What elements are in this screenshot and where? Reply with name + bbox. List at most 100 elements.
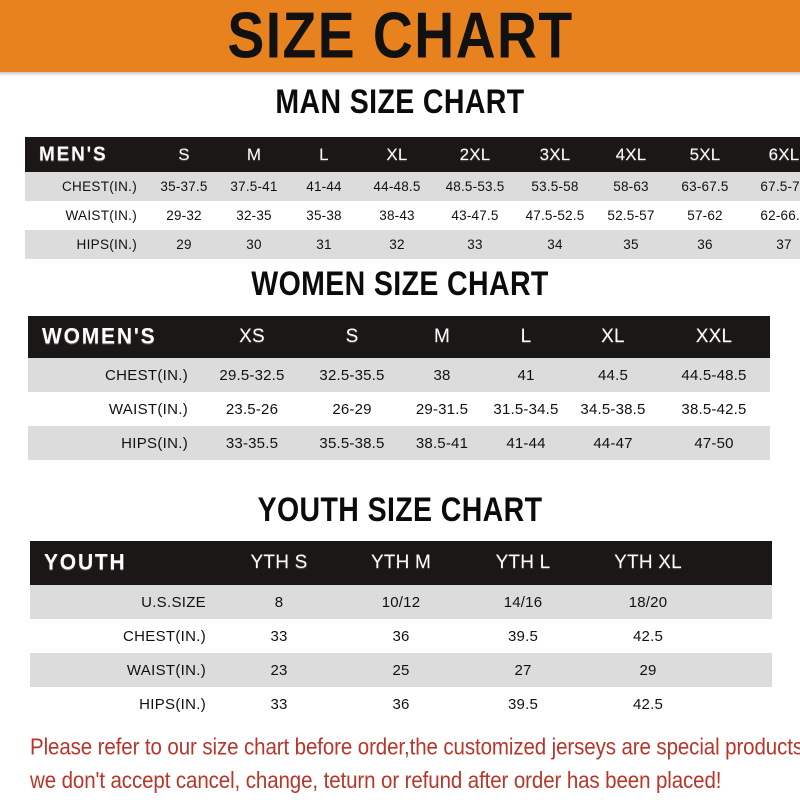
- table-row: HIPS(IN.) 33 36 39.5 42.5: [30, 687, 772, 721]
- women-size-table: WOMEN'S XS S M L XL XXL CHEST(IN.) 29.5-…: [28, 316, 770, 460]
- table-row: WAIST(IN.) 23.5-26 26-29 29-31.5 31.5-34…: [28, 392, 770, 426]
- men-header-size-l: L: [319, 144, 329, 164]
- men-table-header-row: MEN'S S M L XL 2XL 3XL 4XL 5XL 6XL: [25, 137, 800, 172]
- women-chest-l: 41: [517, 366, 535, 384]
- women-hips-m: 38.5-41: [415, 434, 469, 452]
- youth-ussize-spacer: [712, 585, 772, 619]
- men-hips-m: 30: [246, 237, 262, 252]
- men-hips-l: 31: [316, 237, 332, 252]
- men-header-size-4xl: 4XL: [615, 144, 647, 164]
- table-row: CHEST(IN.) 33 36 39.5 42.5: [30, 619, 772, 653]
- women-hips-s: 35.5-38.5: [319, 434, 385, 452]
- men-header-size-s: S: [178, 144, 190, 164]
- men-chest-s: 35-37.5: [160, 179, 208, 194]
- youth-waist-s: 23: [270, 661, 288, 679]
- page-title: SIZE CHART: [226, 0, 574, 72]
- men-hips-xl: 32: [389, 237, 405, 252]
- youth-hips-m: 36: [392, 695, 410, 713]
- youth-ussize-s: 8: [274, 593, 284, 611]
- women-chest-xl: 44.5: [598, 366, 628, 384]
- youth-hips-xl: 42.5: [633, 695, 663, 713]
- men-waist-s: 29-32: [166, 208, 202, 223]
- women-header-row-label: WOMEN'S: [42, 324, 157, 349]
- men-waist-6xl: 62-66.5: [760, 208, 800, 223]
- youth-waist-l: 27: [514, 661, 532, 679]
- table-row: WAIST(IN.) 29-32 32-35 35-38 38-43 43-47…: [25, 201, 800, 230]
- table-row: CHEST(IN.) 29.5-32.5 32.5-35.5 38 41 44.…: [28, 358, 770, 392]
- men-hips-2xl: 33: [467, 237, 483, 252]
- women-hips-label: HIPS(IN.): [121, 434, 188, 452]
- men-hips-6xl: 37: [776, 237, 792, 252]
- men-waist-4xl: 52.5-57: [607, 208, 655, 223]
- women-chest-xxl: 44.5-48.5: [681, 366, 747, 384]
- women-waist-label: WAIST(IN.): [108, 400, 188, 418]
- youth-header-row-label: YOUTH: [44, 550, 127, 575]
- women-waist-xl: 34.5-38.5: [580, 400, 646, 418]
- disclaimer-line-1: Please refer to our size chart before or…: [30, 734, 800, 761]
- youth-chest-label: CHEST(IN.): [123, 627, 206, 645]
- women-waist-xs: 23.5-26: [225, 400, 279, 418]
- men-waist-3xl: 47.5-52.5: [525, 208, 585, 223]
- men-waist-5xl: 57-62: [687, 208, 723, 223]
- men-waist-m: 32-35: [236, 208, 272, 223]
- men-header-size-2xl: 2XL: [459, 144, 491, 164]
- man-section-title: MAN SIZE CHART: [275, 83, 525, 122]
- table-row: U.S.SIZE 8 10/12 14/16 18/20: [30, 585, 772, 619]
- youth-ussize-m: 10/12: [381, 593, 421, 611]
- men-waist-l: 35-38: [306, 208, 342, 223]
- youth-header-size-xl: YTH XL: [614, 552, 682, 573]
- men-hips-s: 29: [176, 237, 192, 252]
- women-header-size-xl: XL: [601, 326, 625, 347]
- men-hips-4xl: 35: [623, 237, 639, 252]
- women-chest-m: 38: [433, 366, 451, 384]
- men-header-size-xl: XL: [386, 144, 408, 164]
- table-row: CHEST(IN.) 35-37.5 37.5-41 41-44 44-48.5…: [25, 172, 800, 201]
- men-header-size-m: M: [246, 144, 262, 164]
- men-chest-m: 37.5-41: [230, 179, 278, 194]
- men-header-size-5xl: 5XL: [689, 144, 721, 164]
- youth-chest-m: 36: [392, 627, 410, 645]
- women-waist-m: 29-31.5: [415, 400, 469, 418]
- youth-waist-xl: 29: [639, 661, 657, 679]
- women-table-header-row: WOMEN'S XS S M L XL XXL: [28, 316, 770, 358]
- disclaimer-line-2: we don't accept cancel, change, teturn o…: [30, 767, 722, 794]
- youth-chest-spacer: [712, 619, 772, 653]
- men-chest-6xl: 67.5-72: [760, 179, 800, 194]
- youth-ussize-label: U.S.SIZE: [141, 593, 206, 611]
- men-chest-label: CHEST(IN.): [62, 179, 137, 194]
- women-waist-s: 26-29: [332, 400, 372, 418]
- men-header-size-3xl: 3XL: [539, 144, 571, 164]
- women-chest-xs: 29.5-32.5: [219, 366, 285, 384]
- table-row: HIPS(IN.) 29 30 31 32 33 34 35 36 37: [25, 230, 800, 259]
- youth-header-size-l: YTH L: [495, 552, 551, 573]
- youth-size-table: YOUTH YTH S YTH M YTH L YTH XL U.S.SIZE …: [30, 541, 772, 721]
- women-chest-s: 32.5-35.5: [319, 366, 385, 384]
- women-header-size-xxl: XXL: [695, 326, 733, 347]
- men-hips-5xl: 36: [697, 237, 713, 252]
- youth-header-size-s: YTH S: [250, 552, 308, 573]
- men-waist-label: WAIST(IN.): [65, 208, 137, 223]
- disclaimer-text: Please refer to our size chart before or…: [30, 731, 800, 798]
- youth-hips-s: 33: [270, 695, 288, 713]
- men-header-row-label: MEN'S: [39, 142, 108, 165]
- women-hips-l: 41-44: [506, 434, 546, 452]
- youth-ussize-xl: 18/20: [628, 593, 668, 611]
- women-waist-l: 31.5-34.5: [493, 400, 559, 418]
- table-row: WAIST(IN.) 23 25 27 29: [30, 653, 772, 687]
- men-header-size-6xl: 6XL: [768, 144, 800, 164]
- youth-chest-xl: 42.5: [633, 627, 663, 645]
- men-hips-label: HIPS(IN.): [76, 237, 137, 252]
- women-header-size-s: S: [345, 326, 359, 347]
- table-row: HIPS(IN.) 33-35.5 35.5-38.5 38.5-41 41-4…: [28, 426, 770, 460]
- men-size-table: MEN'S S M L XL 2XL 3XL 4XL 5XL 6XL CHEST…: [25, 137, 800, 259]
- youth-chest-s: 33: [270, 627, 288, 645]
- women-header-size-xs: XS: [239, 326, 265, 347]
- youth-hips-spacer: [712, 687, 772, 721]
- banner-shadow-divider: [0, 72, 800, 76]
- page-banner: SIZE CHART: [0, 0, 800, 72]
- women-hips-xxl: 47-50: [694, 434, 734, 452]
- women-hips-xs: 33-35.5: [225, 434, 279, 452]
- youth-ussize-l: 14/16: [503, 593, 543, 611]
- women-chest-label: CHEST(IN.): [105, 366, 188, 384]
- youth-header-size-m: YTH M: [370, 552, 432, 573]
